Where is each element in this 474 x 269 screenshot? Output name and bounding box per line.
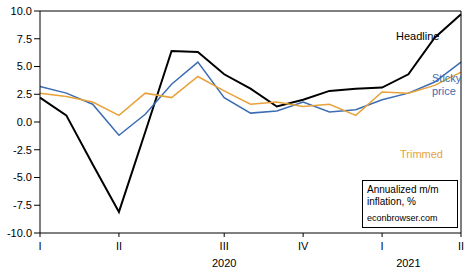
svg-text:0.0: 0.0 [17, 116, 32, 128]
html-text:Headline: Headline [396, 30, 440, 42]
svg-text:III: III [220, 240, 229, 252]
html-text:Trimmed: Trimmed [400, 148, 443, 160]
svg-text:10.0: 10.0 [11, 5, 32, 17]
html-text:Annualized m/m inflation, %: Annualized m/m inflation, % [367, 184, 439, 207]
svg-text:-7.5: -7.5 [13, 199, 32, 211]
html-text:econbrowser.com: econbrowser.com [367, 213, 438, 223]
svg-text:2.5: 2.5 [17, 88, 32, 100]
svg-text:-10.0: -10.0 [8, 227, 32, 239]
svg-text:II: II [116, 240, 122, 252]
svg-text:II: II [458, 240, 464, 252]
svg-text:7.5: 7.5 [17, 33, 32, 45]
svg-text:-5.0: -5.0 [13, 171, 32, 183]
html-text:Sticky price: Sticky price [432, 72, 462, 97]
svg-text:I: I [381, 240, 384, 252]
svg-text:2020: 2020 [212, 257, 236, 269]
svg-text:2021: 2021 [396, 257, 420, 269]
svg-text:5.0: 5.0 [17, 60, 32, 72]
svg-text:-2.5: -2.5 [13, 144, 32, 156]
svg-text:I: I [38, 240, 41, 252]
svg-text:IV: IV [298, 240, 309, 252]
